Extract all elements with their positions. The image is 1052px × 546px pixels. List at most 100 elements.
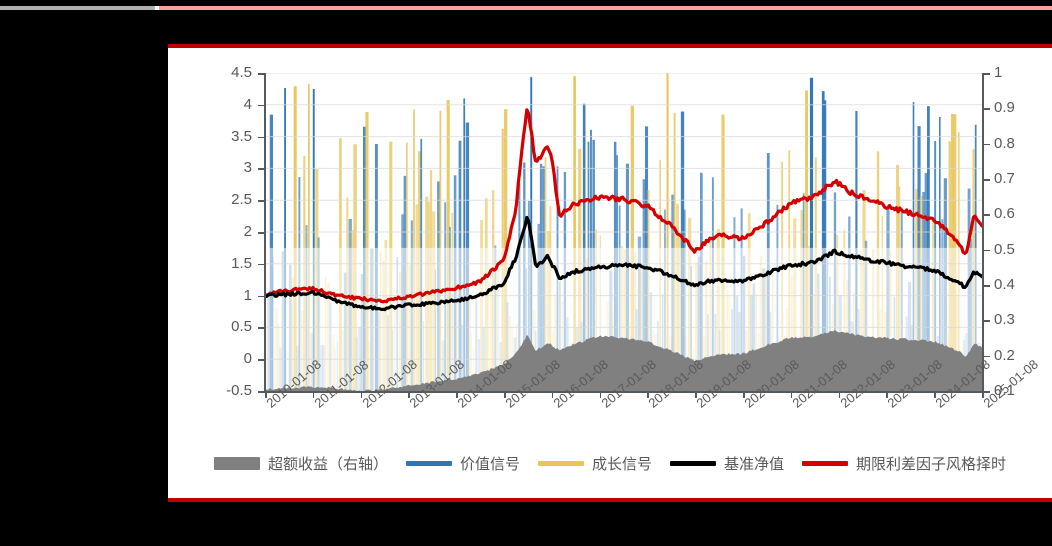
right-tick-mark [984,179,990,181]
x-tick-mark [695,392,697,398]
x-tick-mark [982,392,984,398]
legend-label-excess-return: 超额收益（右轴） [267,455,388,473]
x-tick-label: 2024-01-08 [933,356,994,410]
value-signal-band [582,103,586,391]
legend-label-term-spread-timing: 期限利差因子风格择时 [856,455,1007,473]
left-y-axis [264,73,266,393]
right-tick-label: 0.4 [994,276,1015,293]
left-tick-label: 2 [243,223,252,240]
x-tick-mark [360,392,363,398]
left-tick-mark [258,136,264,139]
x-tick-label: 2015-01-08 [502,356,563,410]
x-tick-label: 2025-01-08 [980,356,1041,411]
loading-bar-cursor [155,6,159,10]
legend-item-value-signal[interactable]: 价值信号 [405,453,520,474]
x-tick-label: 2019-01-08 [694,356,755,410]
left-tick-label: 1.5 [231,254,252,272]
legend-swatch-excess-return-icon [213,456,260,470]
plot-svg [265,73,982,391]
right-tick-label: 0.3 [994,311,1015,329]
excess-return-area [265,329,982,391]
left-tick-mark [258,295,264,298]
chart-figure: -0.5 0 0.5 1 1.5 2 2.5 3 3.5 4 4.5 0.1 0.2 0.3 0.4 0.5… [168,48,1052,498]
x-tick-mark [647,392,649,398]
right-tick-label: 0.5 [994,240,1015,258]
right-tick-label: 0.8 [994,134,1015,152]
series-line-benchmark [265,215,982,312]
x-tick-mark [408,392,410,398]
value-signal-band [312,88,315,391]
x-tick-mark [838,392,841,398]
series-line-strategy [265,108,982,304]
x-tick-mark [456,392,458,398]
right-tick-label: 0.2 [994,346,1015,364]
legend-swatch-value-signal-icon [405,460,452,466]
x-tick-label: 2014-01-08 [455,356,516,410]
right-y-axis [982,73,984,393]
right-tick-label: 0.7 [994,170,1015,187]
left-tick-label: 4 [243,95,252,113]
x-tick-label: 2013-01-08 [407,356,468,410]
right-tick-mark [984,214,990,216]
x-tick-label: 2010-01-08 [263,356,324,410]
left-tick-label: 3.5 [231,127,252,145]
legend-item-term-spread-timing[interactable]: 期限利差因子风格择时 [802,453,1006,474]
left-tick-mark [258,200,264,202]
value-signal-band [821,91,825,391]
left-tick-mark [258,104,264,107]
right-tick-label: 0.6 [994,205,1015,223]
left-tick-mark [258,391,264,393]
left-tick-label: 0.5 [231,318,252,336]
x-tick-mark [599,392,602,398]
legend-swatch-benchmark-nav-icon [670,460,716,466]
right-tick-mark [984,108,990,110]
x-tick-mark [265,392,267,398]
plot-area[interactable] [265,73,982,391]
left-tick-mark [258,263,264,266]
x-tick-label: 2012-01-08 [359,356,420,410]
x-tick-label: 2021-01-08 [789,356,850,410]
left-tick-mark [258,168,264,170]
x-axis [264,391,984,393]
legend-item-growth-signal[interactable]: 成长信号 [537,453,652,474]
legend-label-growth-signal: 成长信号 [591,455,652,473]
excess-return-area-layer [265,329,982,391]
series-lines-layer [265,108,982,312]
legend-item-excess-return[interactable]: 超额收益（右轴） [213,453,388,474]
loading-bar-progress [0,6,155,10]
x-tick-mark [312,392,315,398]
legend-swatch-term-spread-timing-icon [802,460,849,466]
right-tick-label: 0.1 [994,382,1015,399]
left-tick-mark [258,359,264,361]
chart-legend: 超额收益（右轴） 价值信号 成长信号 基准净值 期限利差因子风格择时 [168,446,1052,480]
right-tick-mark [984,143,990,146]
left-tick-label: 2.5 [231,191,252,209]
right-tick-mark [984,391,990,393]
legend-label-value-signal: 价值信号 [459,455,520,473]
panel-bottom-rule [168,498,1052,502]
x-tick-mark [934,392,936,398]
legend-swatch-growth-signal-icon [537,460,584,466]
x-tick-label: 2023-01-08 [885,356,946,410]
right-tick-mark [984,249,990,252]
left-tick-label: -0.5 [226,382,252,399]
right-tick-mark [984,320,990,322]
legend-item-benchmark-nav[interactable]: 基准净值 [670,453,784,474]
page-loading-bar [0,6,1052,10]
left-tick-mark [258,73,264,75]
right-tick-label: 0.9 [994,99,1015,117]
growth-signal-band [446,100,450,391]
value-signal-band [809,77,814,391]
right-tick-mark [984,355,990,358]
x-tick-label: 2022-01-08 [837,356,898,410]
value-signal-band [824,100,827,391]
x-tick-label: 2020-01-08 [741,356,802,410]
x-tick-label: 2011-01-08 [311,357,371,411]
value-signal-band [912,102,915,391]
x-tick-label: 2016-01-08 [550,356,611,410]
chart-panel: -0.5 0 0.5 1 1.5 2 2.5 3 3.5 4 4.5 0.1 0.2 0.3 0.4 0.5… [168,44,1052,502]
left-tick-label: 0 [243,350,252,368]
growth-signal-band [573,76,576,391]
x-tick-label: 2018-01-08 [646,356,707,410]
